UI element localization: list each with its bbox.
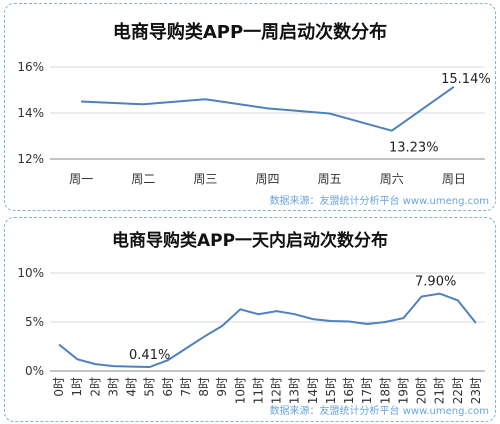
x-tick-label: 1时 [70,377,84,397]
chart-title: 电商导购类APP一天内启动次数分布 [112,230,388,251]
x-tick-label: 0时 [52,377,66,397]
x-tick-label: 11时 [251,377,265,404]
x-tick-label: 周六 [380,172,404,186]
x-tick-label: 15时 [324,377,338,404]
x-tick-label: 13时 [288,377,302,404]
daily-chart-panel: 电商导购类APP一天内启动次数分布 0% 5% 10% 0时 1时 2时 3时 4时 5时 6时… [4,217,496,422]
x-tick-label: 周三 [193,172,217,186]
y-tick-label: 14% [17,106,44,120]
chart-title: 电商导购类APP一周启动次数分布 [113,21,387,43]
x-tick-label: 12时 [270,377,284,404]
data-label: 13.23% [389,141,439,156]
x-tick-label: 7时 [179,377,193,397]
data-label: 0.41% [129,348,170,363]
source-note: 数据来源：友盟统计分析平台 www.umeng.com [270,194,489,207]
y-tick-label: 12% [17,152,44,166]
x-tick-label: 20时 [415,377,429,404]
x-tick-label: 周一 [69,172,93,186]
series-line [81,85,455,132]
weekly-launch-chart: 电商导购类APP一周启动次数分布 12% 14% 16% 周一 周二 周三 周四 周五 周六 周… [17,21,491,207]
x-tick-label: 3时 [106,377,120,397]
x-tick-label: 22时 [451,377,465,404]
x-tick-label: 周二 [131,172,155,186]
x-tick-label: 周四 [255,172,279,186]
x-tick-label: 10时 [233,377,247,404]
x-tick-label: 23时 [469,377,483,404]
x-tick-label: 14时 [306,377,320,404]
series-line [58,292,477,369]
y-tick-label: 0% [25,364,44,378]
weekly-chart-panel: 电商导购类APP一周启动次数分布 12% 14% 16% 周一 周二 周三 周四 周五 周六 周… [4,3,496,211]
x-tick-label: 21时 [433,377,447,404]
x-tick-label: 9时 [215,377,229,397]
y-tick-label: 5% [25,315,44,329]
data-label: 15.14% [441,72,491,87]
x-tick-label: 18时 [378,377,392,404]
x-tick-label: 5时 [143,377,157,397]
x-tick-label: 周日 [442,172,466,186]
x-tick-label: 17时 [360,377,374,404]
x-tick-label: 6时 [161,377,175,397]
x-tick-label: 4时 [125,377,139,397]
x-tick-label: 16时 [342,377,356,404]
x-tick-label: 8时 [197,377,211,397]
data-label: 7.90% [415,275,456,290]
source-note: 数据来源：友盟统计分析平台 www.umeng.com [270,404,489,417]
x-tick-label: 2时 [88,377,102,397]
y-tick-label: 10% [17,266,44,280]
x-tick-label: 19时 [396,377,410,404]
x-tick-label: 周五 [318,172,342,186]
y-tick-label: 16% [17,60,44,74]
daily-launch-chart: 电商导购类APP一天内启动次数分布 0% 5% 10% 0时 1时 2时 3时 4时 5时 6时… [17,230,489,417]
